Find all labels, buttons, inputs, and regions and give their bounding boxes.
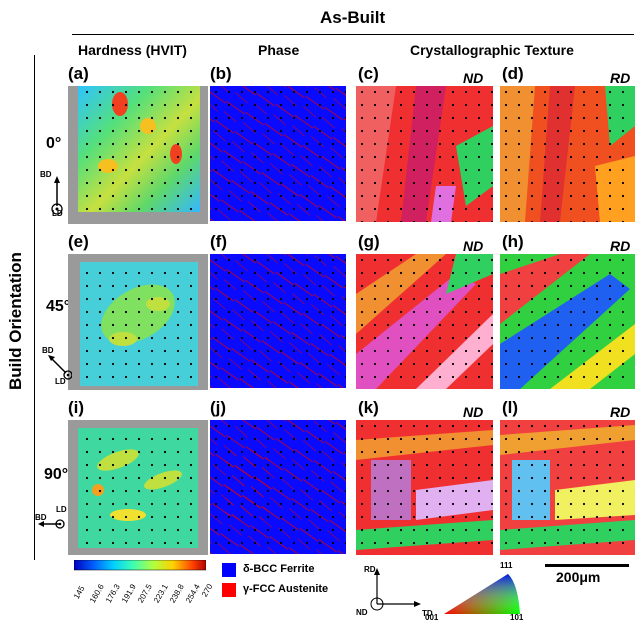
rd-td-nd-triad — [370, 568, 421, 611]
cb-tick-6: 238.8 — [168, 582, 186, 605]
col-header-hardness: Hardness (HVIT) — [78, 42, 187, 58]
ferrite-label: δ-BCC Ferrite — [243, 563, 315, 575]
texture-nd-90deg — [356, 420, 493, 555]
nd-label-g: ND — [463, 238, 484, 254]
panel-label-d: (d) — [502, 64, 524, 83]
ferrite-swatch — [222, 563, 236, 577]
phase-map-45deg — [210, 254, 346, 388]
panel-label-j: (j) — [210, 398, 227, 417]
cb-tick-8: 270 — [200, 582, 215, 599]
panel-label-a: (a) — [68, 64, 89, 83]
axis-bd-90deg: BD — [35, 513, 47, 522]
triad-rd: RD — [364, 565, 376, 574]
row-label-45deg: 45° — [46, 298, 71, 315]
axis-ld-0deg: LD — [52, 209, 63, 218]
texture-rd-45deg — [500, 254, 635, 389]
col-header-phase: Phase — [258, 42, 300, 58]
hardness-map-45deg — [68, 254, 208, 390]
texture-nd-0deg — [356, 86, 493, 222]
hardness-colorbar — [74, 560, 206, 571]
axis-icon-90deg — [38, 519, 65, 529]
hardness-map-90deg — [68, 420, 208, 555]
austenite-swatch — [222, 583, 236, 597]
rd-label-l: RD — [610, 404, 631, 420]
nd-label-c: ND — [463, 70, 484, 86]
left-rule — [34, 55, 35, 560]
panel-label-c: (c) — [358, 64, 379, 83]
axis-ld-45deg: LD — [55, 377, 66, 386]
panel-label-h: (h) — [502, 232, 524, 251]
cb-tick-3: 191.9 — [120, 582, 138, 605]
row-label-90deg: 90° — [44, 466, 69, 483]
panel-label-b: (b) — [210, 64, 232, 83]
panel-label-l: (l) — [502, 398, 519, 417]
nd-label-k: ND — [463, 404, 484, 420]
ipf-001: 001 — [425, 613, 439, 622]
cb-tick-4: 207.5 — [136, 582, 154, 605]
phase-map-0deg — [210, 86, 346, 221]
scale-bar — [545, 564, 629, 567]
rd-label-h: RD — [610, 238, 631, 254]
cb-tick-2: 176.3 — [104, 582, 122, 605]
rd-label-d: RD — [610, 70, 631, 86]
panel-label-f: (f) — [210, 232, 227, 251]
scale-bar-label: 200μm — [556, 569, 601, 585]
cb-tick-0: 145 — [72, 584, 87, 601]
build-orientation-title: Build Orientation — [6, 252, 25, 390]
cb-tick-1: 160.6 — [88, 582, 106, 605]
texture-rd-0deg — [500, 86, 635, 222]
triad-td: TD — [422, 609, 433, 618]
ipf-101: 101 — [510, 613, 524, 622]
triad-nd: ND — [356, 608, 368, 617]
axis-icon-0deg — [51, 176, 63, 215]
row-label-0deg: 0° — [46, 135, 62, 152]
panel-label-e: (e) — [68, 232, 89, 251]
header-rule — [72, 34, 634, 35]
figure-title: As-Built — [320, 8, 386, 27]
col-header-texture: Crystallographic Texture — [410, 42, 574, 58]
cb-tick-5: 223.1 — [152, 582, 170, 605]
axis-bd-45deg: BD — [42, 346, 54, 355]
axis-ld-90deg: LD — [56, 505, 67, 514]
hardness-map-0deg — [68, 86, 208, 224]
phase-map-90deg — [210, 420, 346, 554]
axis-bd-0deg: BD — [40, 170, 52, 179]
austenite-label: γ-FCC Austenite — [243, 583, 329, 595]
axis-icon-45deg — [48, 355, 72, 380]
ipf-111: 111 — [500, 561, 513, 570]
texture-nd-45deg — [356, 254, 493, 389]
texture-rd-90deg — [500, 420, 635, 555]
ipf-triangle — [444, 574, 520, 614]
panel-label-k: (k) — [358, 398, 379, 417]
panel-label-i: (i) — [68, 398, 85, 417]
panel-label-g: (g) — [358, 232, 380, 251]
